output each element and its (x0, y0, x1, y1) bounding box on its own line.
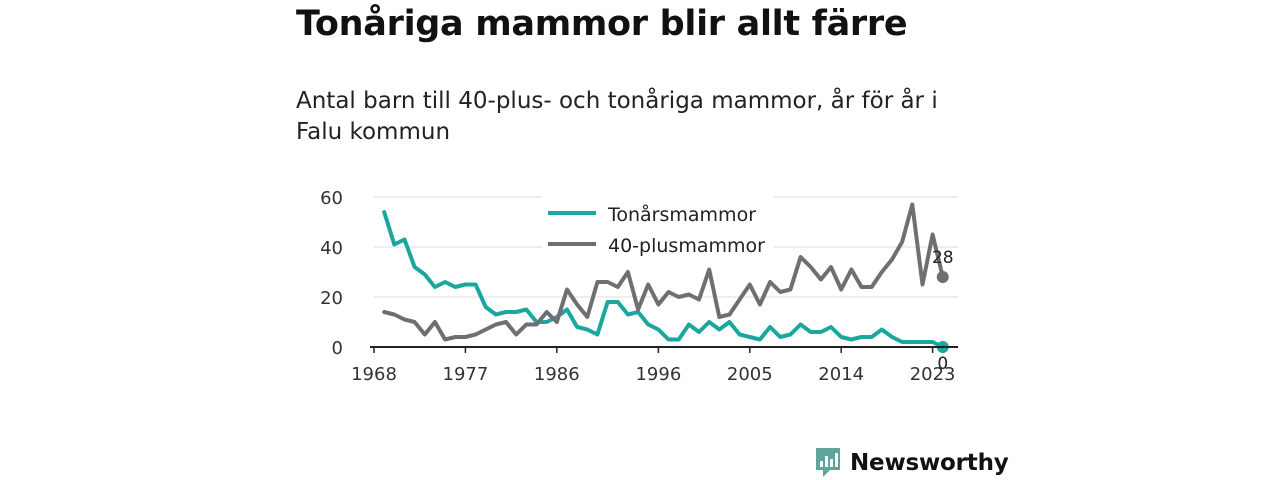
y-tick-label: 60 (320, 188, 343, 209)
y-tick-label: 40 (320, 238, 343, 259)
y-tick-label: 20 (320, 288, 343, 309)
end-label-tonarsmammor: 0 (937, 354, 948, 374)
end-label-40-plusmammor: 28 (932, 248, 954, 268)
series-line-40-plusmammor (382, 202, 945, 342)
axes: 0 20 40 60 1968 1977 1986 1996 2005 2014 2023 (320, 188, 958, 385)
series-line-tonarsmammor (382, 210, 945, 349)
x-tick-label: 1996 (635, 364, 681, 385)
legend-label-40-plusmammor: 40-plusmammor (608, 235, 765, 257)
brand-name: Newsworthy (850, 450, 1009, 476)
x-tick-label: 2005 (727, 364, 773, 385)
x-tick-label: 1977 (443, 364, 489, 385)
x-tick-label: 1986 (534, 364, 580, 385)
end-labels: 0 28 (932, 248, 954, 374)
x-tick-label: 2014 (818, 364, 864, 385)
y-tick-label: 0 (332, 338, 343, 359)
line-chart: 0 20 40 60 1968 1977 1986 1996 2005 2014 2023 Tonå… (320, 188, 958, 385)
legend-label-tonarsmammor: Tonårsmammor (607, 203, 756, 226)
newsworthy-brand: Newsworthy (814, 446, 1009, 480)
end-marker-40-plusmammor (936, 271, 949, 283)
chart-title: Tonåriga mammor blir allt färre (296, 4, 908, 44)
newsworthy-logo-icon (816, 448, 840, 477)
series-lines (382, 202, 949, 353)
legend-background (542, 193, 774, 267)
chart-subtitle: Antal barn till 40-plus- och tonåriga ma… (296, 88, 938, 145)
legend: Tonårsmammor 40-plusmammor (542, 193, 774, 267)
x-tick-label: 1968 (351, 364, 397, 385)
x-tick-label: 2023 (910, 364, 956, 385)
